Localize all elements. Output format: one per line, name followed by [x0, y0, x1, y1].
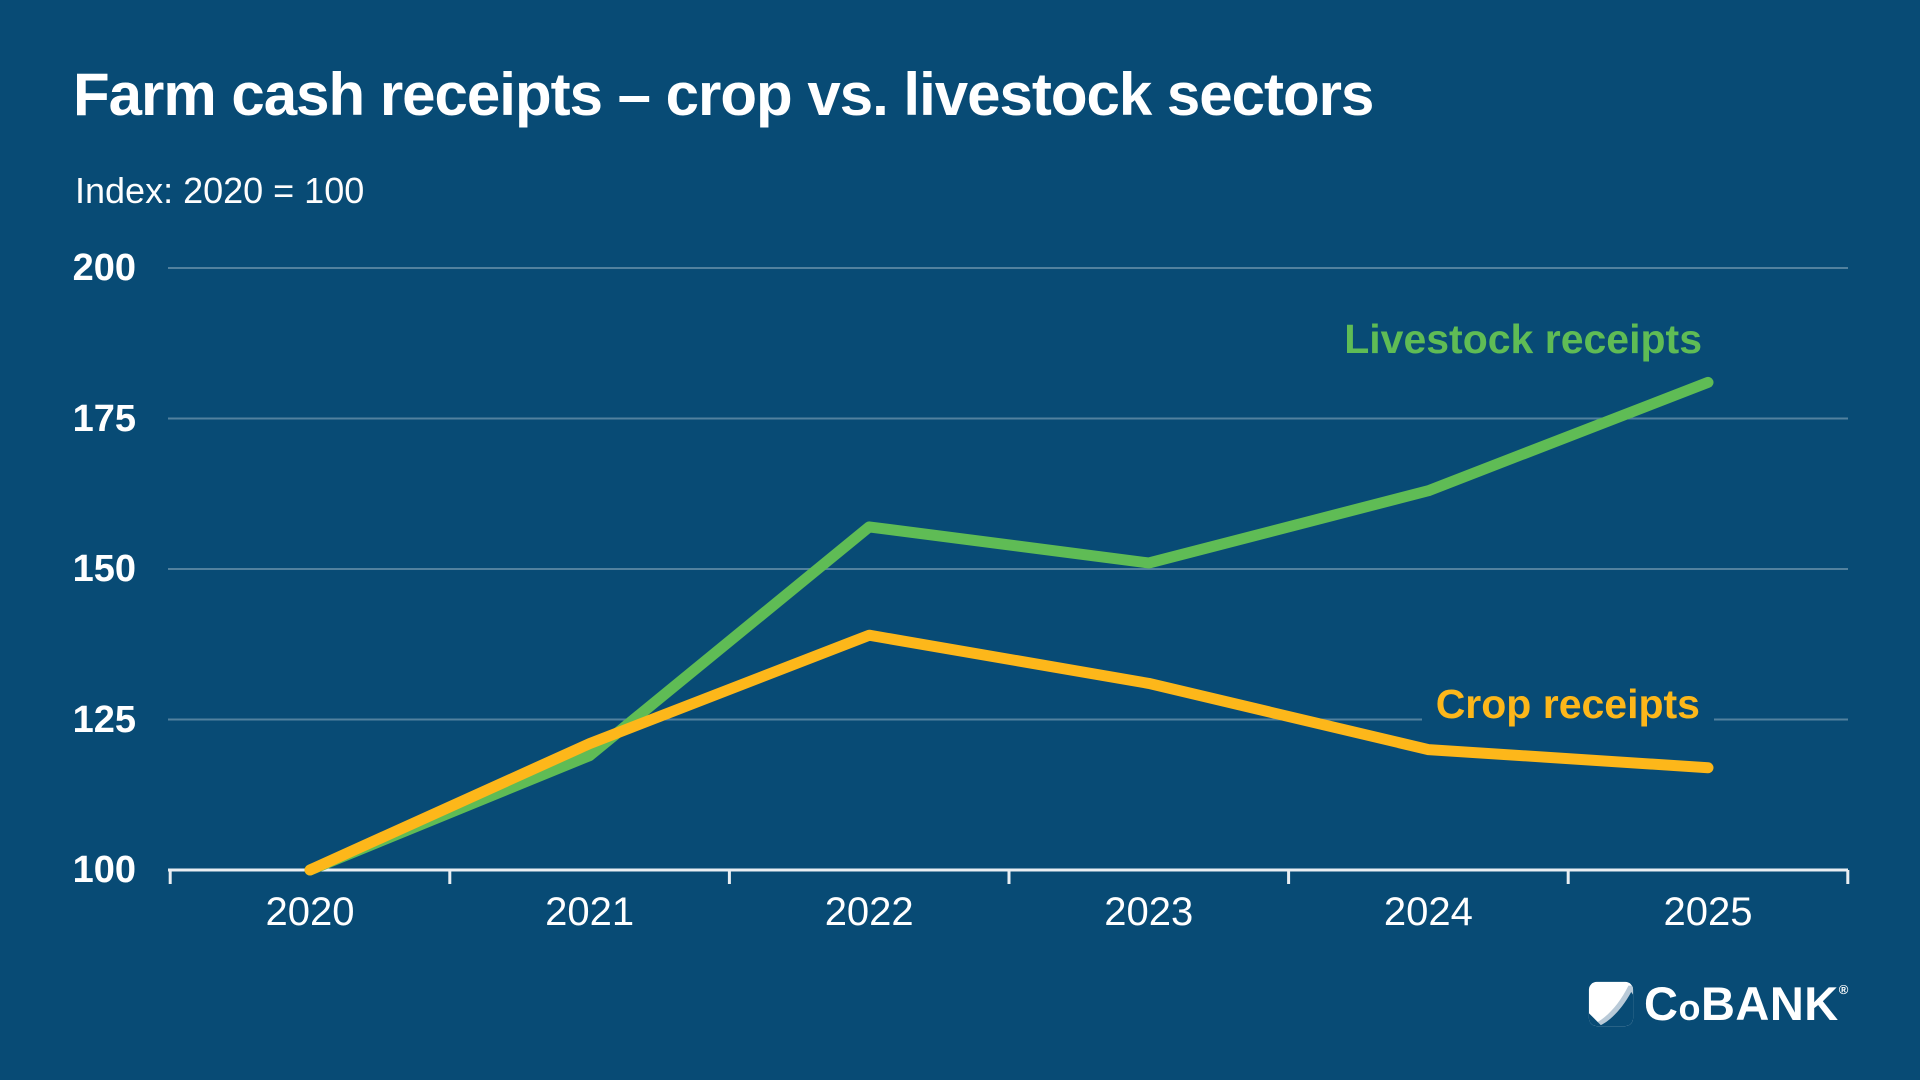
chart-title: Farm cash receipts – crop vs. livestock … — [73, 61, 1374, 128]
x-tick-label-2023: 2023 — [1104, 890, 1194, 934]
cobank-logo-text: CoBANK® — [1644, 980, 1848, 1027]
x-tick-label-2021: 2021 — [545, 890, 635, 934]
y-tick-label-175: 175 — [72, 397, 136, 440]
x-tick-label-2024: 2024 — [1383, 890, 1473, 934]
x-tick-label-2020: 2020 — [265, 890, 355, 934]
y-tick-label-200: 200 — [72, 247, 136, 289]
cobank-logo: CoBANK® — [1588, 980, 1848, 1027]
logo-letter-o: o — [1678, 987, 1701, 1028]
y-tick-label-125: 125 — [72, 698, 136, 741]
registered-mark: ® — [1838, 982, 1849, 997]
y-tick-label-150: 150 — [72, 548, 136, 590]
cobank-logo-icon — [1588, 981, 1634, 1026]
logo-letters-bank: BANK — [1700, 977, 1839, 1030]
chart-subtitle: Index: 2020 = 100 — [75, 170, 365, 211]
livestock-series-label: Livestock receipts — [1344, 316, 1702, 362]
logo-letter-c: C — [1644, 977, 1679, 1030]
x-tick-label-2025: 2025 — [1663, 890, 1753, 934]
livestock-receipts-line — [304, 376, 1714, 876]
y-tick-label-100: 100 — [72, 849, 136, 891]
crop-receipts-line — [304, 629, 1714, 876]
crop-series-label: Crop receipts — [1421, 681, 1714, 728]
x-tick-label-2022: 2022 — [824, 890, 914, 934]
